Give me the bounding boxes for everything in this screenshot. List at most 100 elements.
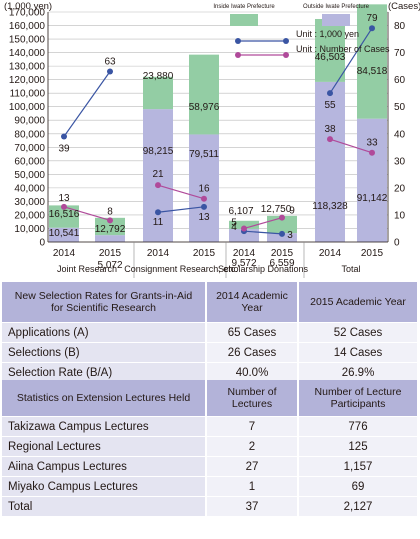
chart-lines [61, 25, 375, 237]
y-left-tick-label: 50,000 [14, 170, 45, 181]
cases-line-value-label: 9 [289, 206, 295, 217]
y-left-tick-label: 130,000 [9, 62, 46, 73]
cases-line-value-label: 21 [152, 169, 164, 180]
cases-line-value-label: 8 [107, 206, 113, 217]
table-row: Takizawa Campus Lectures 7 776 [2, 416, 417, 437]
y-left-tick-label: 170,000 [9, 8, 46, 19]
cases-line-segment [243, 217, 283, 230]
lectures-header-count: Number of Lectures [205, 380, 298, 417]
y-right-tick-label: 80 [394, 21, 406, 32]
cases-line-segment [63, 206, 111, 221]
amount-line-point [61, 133, 67, 140]
chart-axes: 0 10,000 20,000 30,000 40,000 50,000 60,000 70,… [4, 1, 420, 278]
legend-amount-label: Unit : 1,000 yen [296, 29, 359, 39]
row-label: Regional Lectures [2, 436, 206, 457]
cell-2015: 52 Cases [297, 322, 417, 343]
y-right-tick-label: 20 [394, 183, 406, 194]
y-left-axis-label: (1,000 yen) [4, 1, 52, 12]
y-left-tick-label: 0 [39, 238, 45, 249]
bar-inside-value-label: 16,516 [49, 209, 80, 220]
cell-lectures: 1 [205, 476, 298, 497]
bar-inside [229, 220, 259, 230]
bar-inside-value-label: 58,976 [189, 102, 220, 113]
amount-line-value-label: 79 [366, 13, 378, 24]
x-tick-label: 2015 [193, 248, 216, 259]
amount-line-value-label: 11 [153, 217, 164, 228]
bar-outside [189, 134, 219, 242]
cell-lectures: 27 [205, 456, 298, 477]
grants-header-row: New Selection Rates for Grants-in-Aid fo… [2, 282, 417, 323]
amount-line-segment [329, 27, 373, 94]
cell-lectures: 2 [205, 436, 298, 457]
cases-line-point [327, 136, 333, 143]
bar-inside [315, 18, 345, 82]
x-tick-label: 2014 [233, 248, 256, 259]
row-label: Takizawa Campus Lectures [2, 416, 206, 437]
y-left-tick-label: 100,000 [9, 102, 46, 113]
row-label: Selections (B) [2, 342, 206, 363]
y-right-tick-label: 0 [394, 238, 400, 249]
bar-outside [315, 81, 345, 242]
legend-cases-point [283, 52, 289, 58]
cases-line-value-label: 33 [366, 138, 378, 149]
group-label: Total [341, 264, 360, 274]
chart-legend: Inside Iwate Prefecture Outside Iwate Pre… [213, 4, 390, 58]
cases-line-point [107, 217, 113, 224]
bar-outside [267, 233, 297, 242]
row-label: Aiina Campus Lectures [2, 456, 206, 477]
y-left-tick-label: 150,000 [9, 35, 46, 46]
amount-line-value-label: 3 [287, 230, 293, 241]
legend-outside-swatch [322, 14, 350, 26]
y-right-tick-label: 70 [394, 48, 406, 59]
y-left-tick-label: 20,000 [14, 210, 45, 221]
bar-inside [95, 217, 125, 236]
extension-lectures-table: Statistics on Extension Lectures Held Nu… [2, 380, 417, 517]
y-right-tick-label: 10 [394, 210, 406, 221]
bar-inside-value-label: 84,518 [357, 66, 388, 77]
y-left-tick-label: 80,000 [14, 129, 45, 140]
bar-inside [189, 54, 219, 135]
x-tick-label: 2015 [361, 248, 384, 259]
bar-inside-value-label: 12,792 [95, 224, 126, 235]
amount-line-segment [63, 71, 111, 137]
amount-line-value-label: 39 [58, 143, 70, 154]
row-label: Total [2, 496, 206, 517]
x-tick-label: 2015 [271, 248, 294, 259]
y-left-tick-label: 10,000 [14, 224, 45, 235]
amount-line-point [201, 203, 207, 210]
amount-line-point [155, 209, 161, 216]
amount-line-value-label: 55 [324, 100, 336, 111]
bar-outside-value-label: 91,142 [357, 193, 388, 204]
cases-line-point [201, 195, 207, 202]
amount-line-point [279, 230, 285, 237]
cases-line-point [369, 149, 375, 156]
y-left-tick-label: 140,000 [9, 48, 46, 59]
y-right-tick-label: 60 [394, 75, 406, 86]
bar-inside [357, 4, 387, 119]
cases-line-segment [329, 138, 373, 154]
bar-outside-value-label: 79,511 [189, 149, 219, 160]
grants-header-2014: 2014 Academic Year [205, 282, 298, 323]
amount-line-point [369, 25, 375, 32]
bar-outside-value-label: 9,572 [231, 258, 256, 269]
y-left-tick-label: 60,000 [14, 156, 45, 167]
bar-inside-value-label: 12,750 [261, 204, 292, 215]
table-row: Applications (A) 65 Cases 52 Cases [2, 322, 417, 343]
y-left-tick-label: 110,000 [10, 89, 46, 100]
legend-cases-label: Unit : Number of Cases [296, 44, 390, 54]
bar-inside-value-label: 46,503 [315, 52, 346, 63]
y-left-tick-label: 30,000 [14, 197, 45, 208]
bar-outside [143, 109, 173, 242]
cell-participants: 1,157 [297, 456, 417, 477]
bar-inside-value-label: 23,880 [143, 71, 174, 82]
cell-lectures: 7 [205, 416, 298, 437]
row-label: Miyako Campus Lectures [2, 476, 206, 497]
x-tick-label: 2014 [147, 248, 170, 259]
cases-line-point [241, 225, 247, 232]
lectures-header-row: Statistics on Extension Lectures Held Nu… [2, 380, 417, 417]
amount-line-segment [243, 230, 283, 235]
amount-line-value-label: 13 [198, 212, 210, 223]
cell-participants: 69 [297, 476, 417, 497]
y-left-tick-label: 120,000 [9, 75, 46, 86]
group-label: Scholarship Donations [218, 264, 309, 274]
